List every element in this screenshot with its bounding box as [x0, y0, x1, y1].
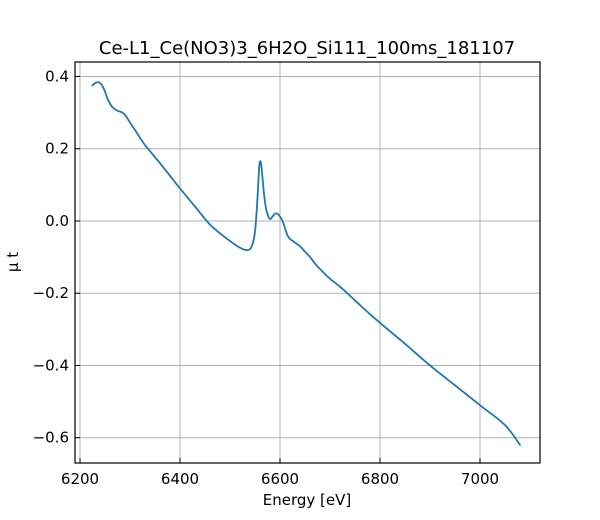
- x-tick-label: 6800: [361, 470, 399, 488]
- y-tick-label: −0.6: [33, 429, 69, 447]
- x-tick-label: 7000: [461, 470, 499, 488]
- y-tick-label: 0.0: [45, 212, 69, 230]
- y-tick-label: −0.4: [33, 356, 69, 374]
- y-tick-label: 0.4: [45, 67, 69, 85]
- x-tick-label: 6400: [161, 470, 199, 488]
- y-tick-label: 0.2: [45, 140, 69, 158]
- chart-title: Ce-L1_Ce(NO3)3_6H2O_Si111_100ms_181107: [99, 38, 515, 59]
- series-group: [91, 81, 521, 446]
- y-tick-label: −0.2: [33, 284, 69, 302]
- grid: [75, 62, 540, 463]
- series-line: [91, 81, 521, 446]
- x-tick-label: 6200: [61, 470, 99, 488]
- x-axis-label: Energy [eV]: [263, 491, 351, 509]
- plot-frame: [74, 61, 541, 464]
- y-axis-label: μ t: [4, 252, 22, 272]
- ticks: 6200 6400 6600 6800 7000 0.4 0.2 0.0 −0.2 −0.4 −0.…: [33, 67, 500, 488]
- x-tick-label: 6600: [261, 470, 299, 488]
